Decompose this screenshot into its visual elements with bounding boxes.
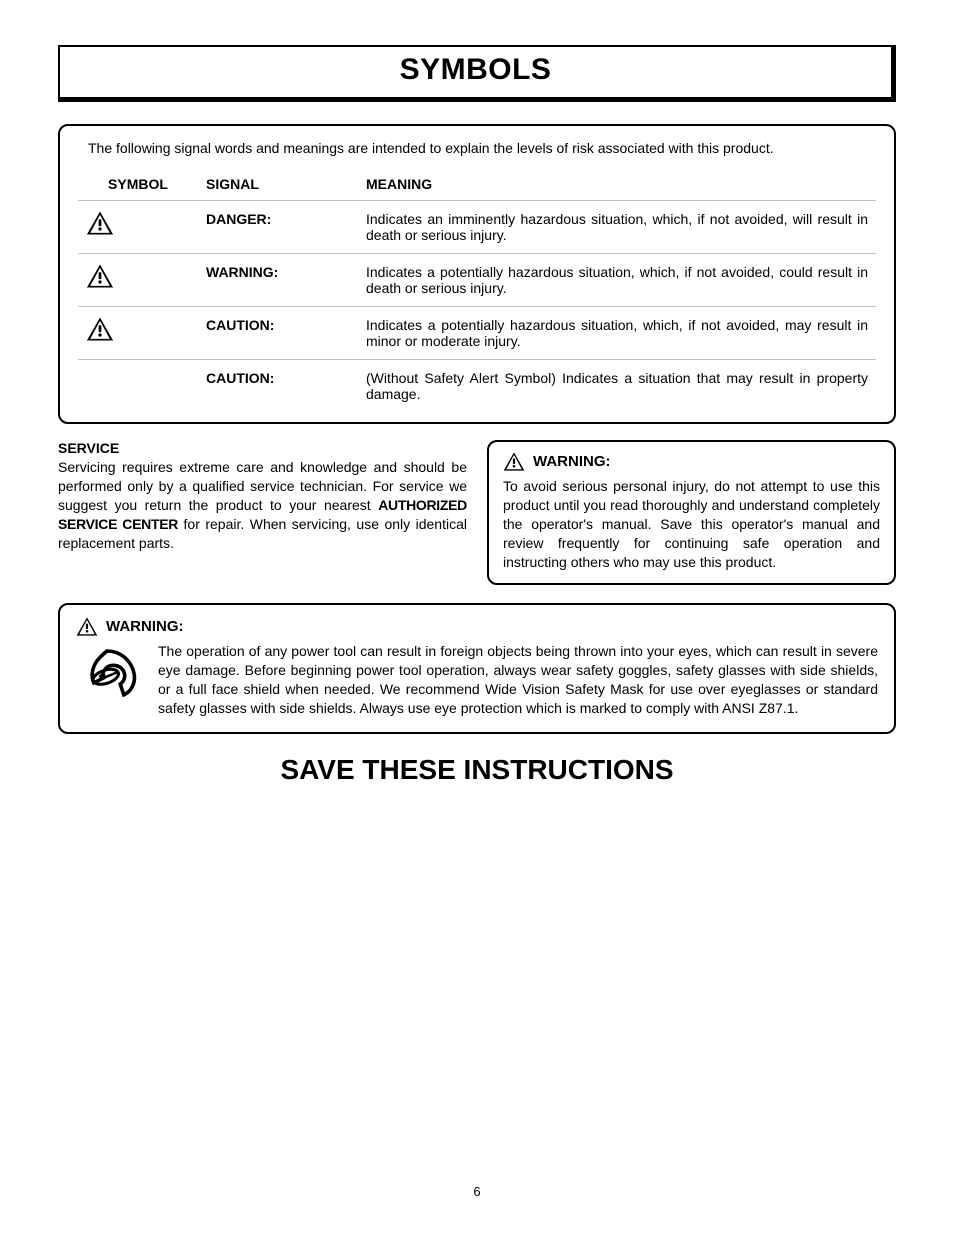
goggles-icon [76, 648, 138, 708]
signal-cell: WARNING: [198, 254, 358, 307]
alert-icon [86, 211, 114, 235]
table-row: WARNING: Indicates a potentially hazardo… [78, 254, 876, 307]
warning-label: WARNING: [106, 618, 184, 635]
table-row: CAUTION: Indicates a potentially hazardo… [78, 307, 876, 360]
page-title: SYMBOLS [60, 53, 891, 87]
service-heading: SERVICE [58, 440, 467, 456]
meaning-cell: Indicates an imminently hazardous situat… [358, 201, 876, 254]
signal-cell: CAUTION: [198, 307, 358, 360]
alert-icon [86, 264, 114, 288]
warning-body: The operation of any power tool can resu… [158, 642, 878, 718]
symbol-cell [78, 307, 198, 360]
intro-text: The following signal words and meanings … [88, 140, 876, 156]
signal-cell: CAUTION: [198, 360, 358, 413]
signal-table: SYMBOL SIGNAL MEANING DANGER: Indicates … [78, 170, 876, 412]
col-symbol: SYMBOL [78, 170, 198, 201]
save-instructions: SAVE THESE INSTRUCTIONS [58, 754, 896, 786]
warning-heading: WARNING: [76, 617, 878, 636]
symbol-cell [78, 201, 198, 254]
warning-heading: WARNING: [503, 452, 880, 471]
alert-icon [76, 617, 98, 636]
meaning-cell: (Without Safety Alert Symbol) Indicates … [358, 360, 876, 413]
meaning-cell: Indicates a potentially hazardous situat… [358, 254, 876, 307]
warning-label: WARNING: [533, 453, 611, 470]
col-meaning: MEANING [358, 170, 876, 201]
alert-icon [86, 317, 114, 341]
table-row: DANGER: Indicates an imminently hazardou… [78, 201, 876, 254]
warning-box-right: WARNING: To avoid serious personal injur… [487, 440, 896, 585]
alert-icon [503, 452, 525, 471]
service-section: SERVICE Servicing requires extreme care … [58, 440, 467, 585]
page-number: 6 [0, 1184, 954, 1199]
col-signal: SIGNAL [198, 170, 358, 201]
symbol-cell [78, 360, 198, 413]
table-row: CAUTION: (Without Safety Alert Symbol) I… [78, 360, 876, 413]
meaning-cell: Indicates a potentially hazardous situat… [358, 307, 876, 360]
symbol-cell [78, 254, 198, 307]
warning-box-wide: WARNING: The operation of any power tool… [58, 603, 896, 734]
service-body: Servicing requires extreme care and know… [58, 458, 467, 552]
warning-body: To avoid serious personal injury, do not… [503, 477, 880, 571]
signal-cell: DANGER: [198, 201, 358, 254]
signal-table-container: The following signal words and meanings … [58, 124, 896, 424]
page-title-box: SYMBOLS [58, 45, 896, 102]
